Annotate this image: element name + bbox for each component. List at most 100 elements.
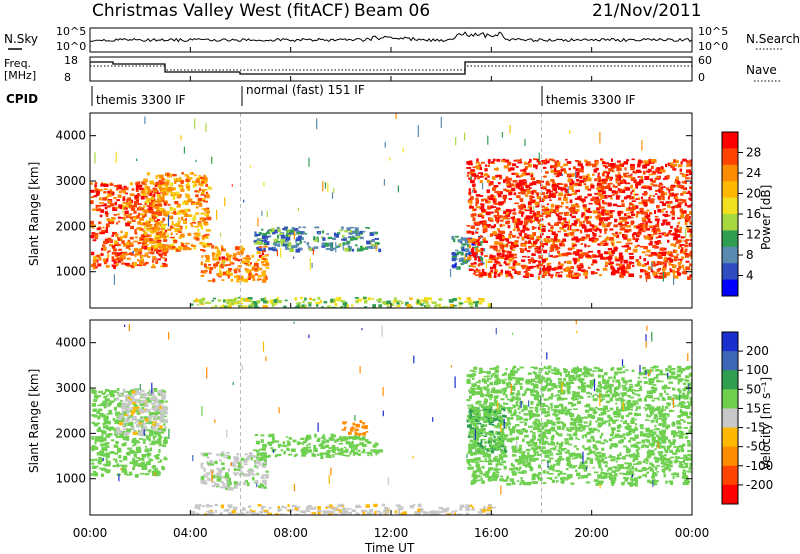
power-cell [539,214,544,218]
power-cell [602,161,606,165]
velocity-cell [357,436,361,440]
velocity-cell [529,406,534,409]
power-cell [129,205,132,207]
velocity-cell [159,399,164,404]
power-cell [223,299,226,303]
power-cell [619,166,622,169]
velocity-cell [108,390,113,392]
velocity-cell [476,422,482,425]
velocity-cell [98,435,104,440]
power-cell [541,228,546,233]
power-cell [525,234,530,237]
velocity-cell [668,369,672,373]
velocity-cell [121,465,125,469]
power-cell [488,305,493,308]
power-noise [257,218,259,227]
power-cell [136,207,140,211]
power-cell [689,172,692,176]
power-cell [639,207,644,211]
power-cell [578,222,583,227]
power-cell [539,234,542,238]
power-cell [252,278,256,281]
velocity-cell [287,442,289,447]
power-cell [686,214,689,217]
power-cell [615,231,618,235]
power-cell [630,261,635,264]
power-cell [477,214,483,218]
power-cell [296,302,302,305]
power-cell [542,269,546,274]
power-cell [163,239,168,242]
power-cell [154,223,157,226]
power-cell [202,219,205,223]
velocity-cell [288,453,293,456]
power-cell [577,249,583,252]
power-cell [591,240,597,243]
velocity-cell [605,464,608,468]
power-cell [308,245,311,249]
velocity-cell [577,395,582,397]
power-cell [595,167,599,171]
velocity-cell [91,459,94,462]
power-cell [326,243,329,247]
velocity-cell [130,411,136,414]
power-cell [504,159,510,163]
velocity-cell [473,417,479,421]
velocity-cell [105,389,110,392]
power-cell [143,179,148,181]
velocity-cell [519,377,524,381]
power-cell [560,263,564,267]
power-cell [359,236,364,240]
power-cell [109,203,115,207]
power-cell [367,246,371,249]
nsky-trace [89,31,693,43]
power-cell [543,260,547,263]
power-cell [547,269,550,274]
velocity-cell [469,395,472,399]
velocity-cell [233,481,238,485]
power-cell [120,251,124,255]
power-cell [302,300,305,304]
velocity-cell [123,389,126,393]
power-cell [257,275,262,278]
power-cell [555,175,560,178]
velocity-cell [325,444,329,448]
power-cell [507,225,511,229]
velocity-cell [650,452,656,456]
power-cell [199,241,204,245]
power-cell [590,198,595,201]
power-cell [496,221,499,224]
power-cell [259,246,263,248]
power-cell [475,161,481,164]
power-cell [520,229,525,233]
velocity-cell [480,441,483,444]
velocity-cell [96,411,101,414]
velocity-cell [133,465,136,468]
power-cell [521,211,525,215]
velocity-cell [262,461,267,464]
power-cell [620,180,625,183]
velocity-cell [164,400,168,403]
velocity-cell [637,394,641,397]
power-cell [529,207,533,211]
velocity-cell [375,449,380,454]
power-cell [649,240,653,243]
power-cell [542,186,547,190]
velocity-cell [491,424,495,426]
power-cell [102,244,106,247]
velocity-cell [244,453,248,456]
power-cell [571,215,576,219]
velocity-cell [225,474,230,478]
power-cell [520,189,526,192]
power-cell [186,182,190,186]
velocity-cell [288,437,293,440]
velocity-cell [262,465,267,468]
power-cell [516,195,521,199]
power-cell [90,189,95,193]
power-cell [480,247,484,252]
power-cell [623,179,627,184]
power-cell [276,297,280,301]
velocity-cell [519,466,522,470]
power-cell [478,298,482,301]
power-cell [639,228,643,231]
